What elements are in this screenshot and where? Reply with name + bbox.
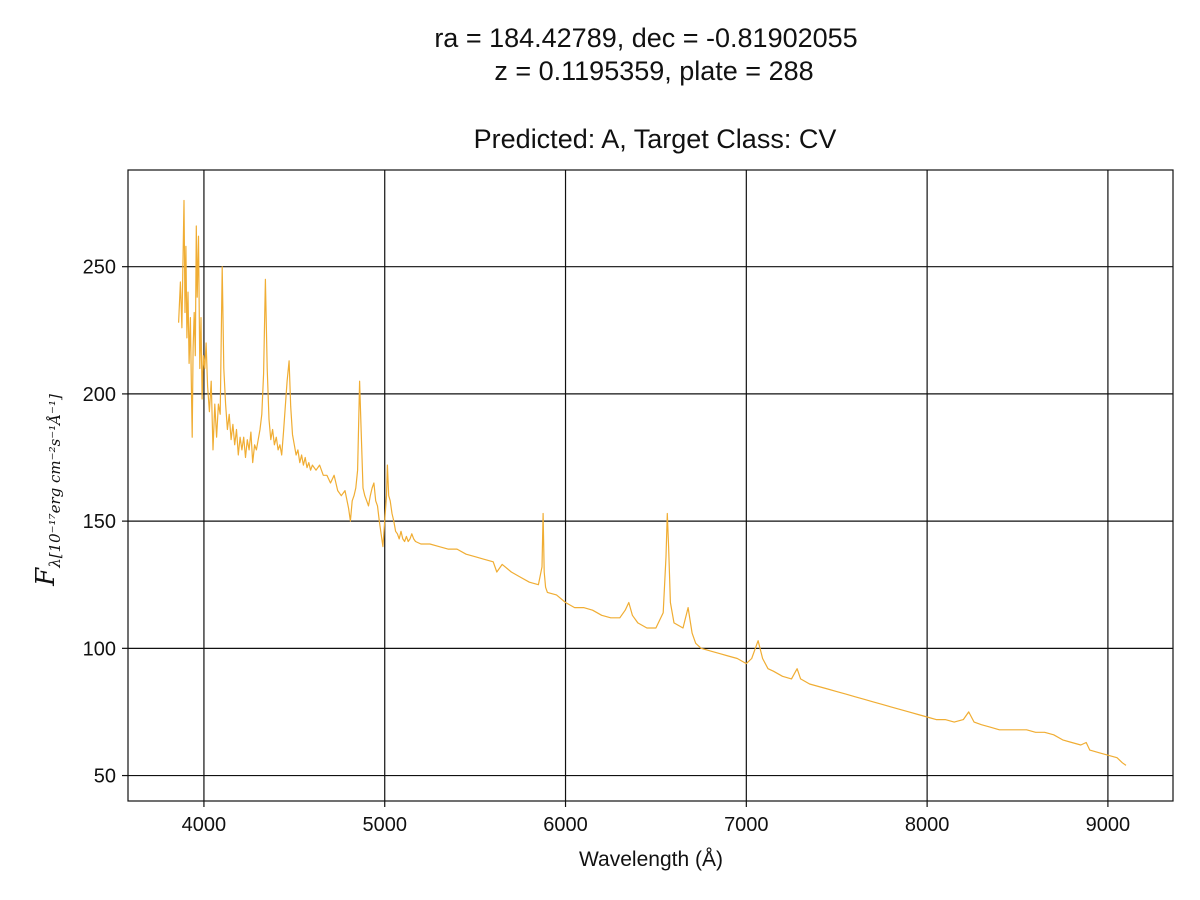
grid-lines — [128, 170, 1173, 801]
y-axis-label-subscript: λ[10⁻¹⁷erg cm⁻²s⁻¹Å⁻¹] — [46, 394, 64, 569]
axis-ticks: 4000 5000 6000 7000 8000 9000 50 100 150 200 250 — [83, 257, 1131, 836]
series-layer — [178, 199, 1127, 766]
x-tick-label-6000: 6000 — [543, 814, 588, 836]
y-axis-label-main: F — [31, 567, 61, 587]
title-line-1: ra = 184.42789, dec = -0.81902055 — [434, 23, 857, 53]
x-tick-label-8000: 8000 — [905, 814, 950, 836]
x-axis-label: Wavelength (Å) — [579, 848, 723, 871]
y-tick-label-100: 100 — [83, 638, 116, 660]
y-tick-label-250: 250 — [83, 257, 116, 279]
y-tick-label-150: 150 — [83, 511, 116, 533]
y-tick-label-50: 50 — [94, 766, 116, 788]
spectrum-line-0 — [178, 199, 1127, 766]
x-tick-label-5000: 5000 — [362, 814, 407, 836]
title-line-2: z = 0.1195359, plate = 288 — [494, 56, 813, 86]
x-tick-label-4000: 4000 — [182, 814, 227, 836]
y-tick-label-200: 200 — [83, 384, 116, 406]
x-tick-label-9000: 9000 — [1086, 814, 1131, 836]
title-line-3: Predicted: A, Target Class: CV — [474, 124, 837, 154]
x-tick-label-7000: 7000 — [724, 814, 769, 836]
plot-frame — [127, 169, 1174, 802]
y-axis-label: Fλ[10⁻¹⁷erg cm⁻²s⁻¹Å⁻¹] — [31, 394, 64, 587]
